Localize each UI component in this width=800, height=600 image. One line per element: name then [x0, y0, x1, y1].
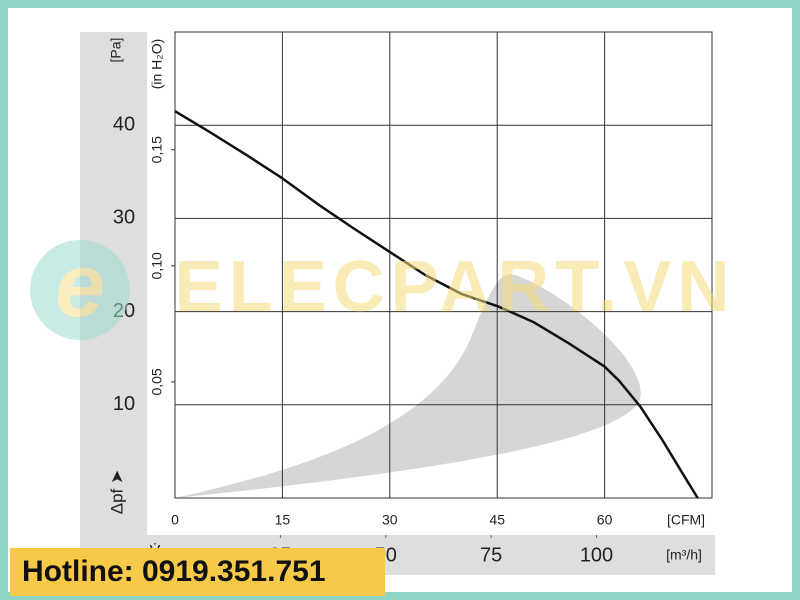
logo-circle	[30, 240, 130, 340]
x-tick-label: 0	[171, 512, 179, 528]
x2-axis-label: [m³/h]	[666, 547, 702, 563]
y2-tick-label: 0,15	[149, 136, 165, 163]
x2-tick-label: 75	[480, 544, 502, 566]
y2-axis-label: (in H₂O)	[149, 39, 165, 90]
line	[174, 110, 699, 499]
y2-tick-label: 0,05	[149, 368, 165, 395]
y-tick-label: 30	[113, 207, 135, 229]
y-tick-label: 40	[113, 113, 135, 135]
x2-tick-label: 100	[580, 544, 613, 566]
x-tick-label: 30	[382, 512, 398, 528]
x-axis-label: [CFM]	[667, 512, 705, 528]
plot: 015304560[CFM]255075100[m³/h]V̇10203040[…	[107, 31, 713, 566]
operating-area	[175, 274, 641, 498]
x-tick-label: 60	[597, 512, 613, 528]
watermark-group: e ELECPART.VN	[30, 236, 736, 340]
y2-tick-label: 0,10	[149, 252, 165, 279]
y-tick-label: 10	[113, 393, 135, 415]
y-axis-label: [Pa]	[108, 38, 124, 63]
hotline-box	[10, 548, 385, 596]
x-tick-label: 15	[275, 512, 291, 528]
x-tick-label: 45	[489, 512, 505, 528]
hotline: Hotline: 0919.351.751	[22, 555, 326, 588]
watermark: ELECPART.VN	[175, 247, 736, 327]
y-axis-symbol: Δpf ➤	[107, 470, 126, 515]
logo-letter: e	[55, 236, 105, 336]
